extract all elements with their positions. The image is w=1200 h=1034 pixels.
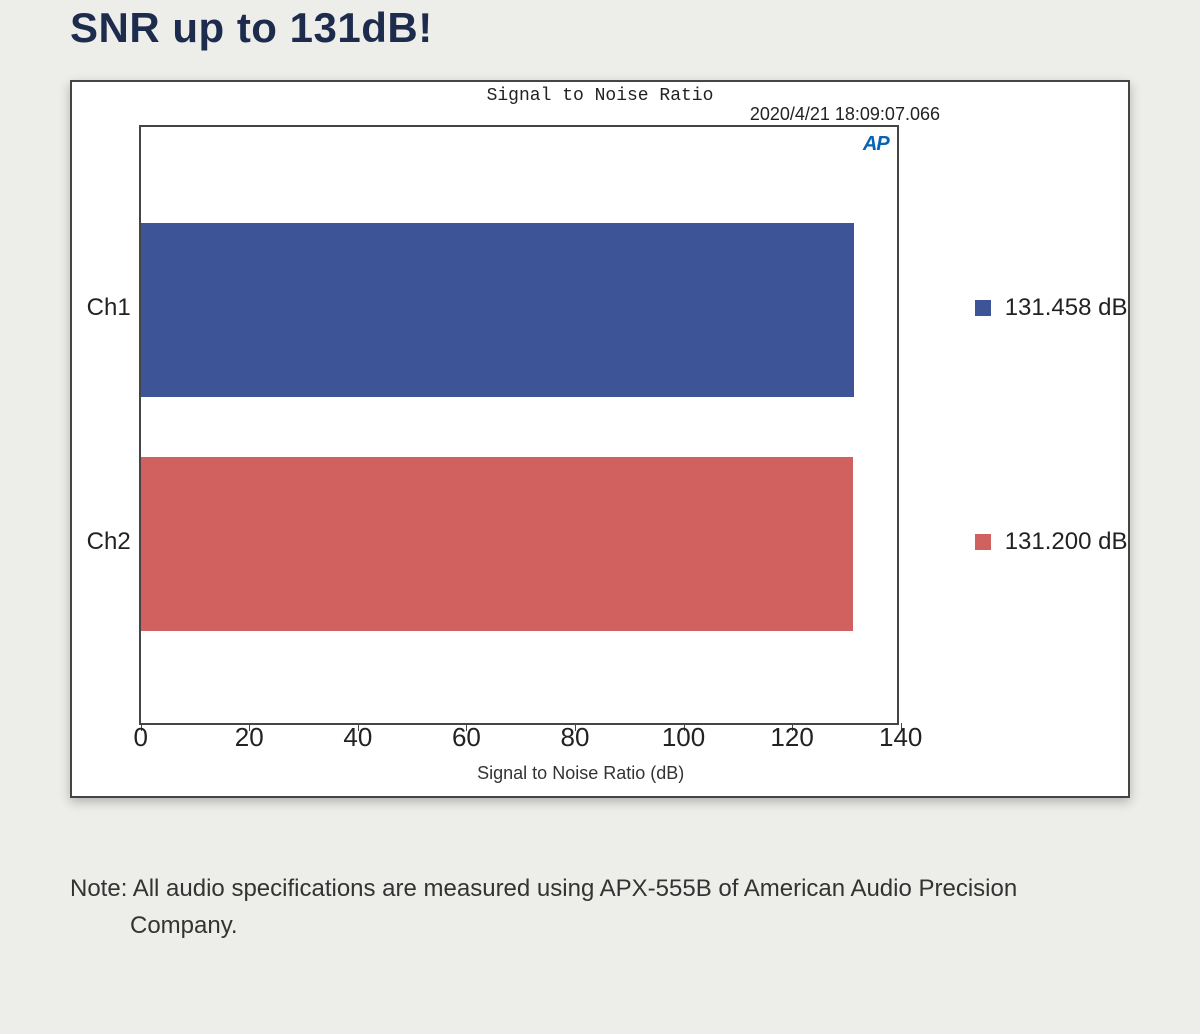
ap-logo-icon: AP bbox=[863, 133, 889, 156]
y-axis-label-ch2: Ch2 bbox=[87, 528, 131, 556]
plot-wrap: AP 020406080100120140 Signal to Noise Ra… bbox=[139, 125, 961, 784]
xtick-label: 80 bbox=[561, 722, 590, 753]
xtick-label: 140 bbox=[879, 722, 922, 753]
legend-item-ch1: 131.458 dB bbox=[975, 294, 1128, 322]
xtick-label: 60 bbox=[452, 722, 481, 753]
bar-ch1 bbox=[141, 223, 855, 397]
legend-swatch-icon bbox=[975, 300, 991, 316]
xtick-label: 120 bbox=[770, 722, 813, 753]
page-headline: SNR up to 131dB! bbox=[70, 0, 1130, 80]
legend: 131.458 dB131.200 dB bbox=[961, 125, 1116, 725]
bar-ch2 bbox=[141, 457, 853, 631]
chart-title: Signal to Noise Ratio bbox=[84, 82, 1116, 106]
page-root: SNR up to 131dB! Signal to Noise Ratio 2… bbox=[0, 0, 1200, 1034]
y-axis-label-ch1: Ch1 bbox=[87, 294, 131, 322]
chart-container: Signal to Noise Ratio 2020/4/21 18:09:07… bbox=[70, 80, 1130, 798]
xtick-label: 20 bbox=[235, 722, 264, 753]
footnote-text: Note: All audio specifications are measu… bbox=[130, 870, 1130, 944]
xtick-label: 40 bbox=[343, 722, 372, 753]
legend-value: 131.200 dB bbox=[1005, 528, 1128, 556]
legend-value: 131.458 dB bbox=[1005, 294, 1128, 322]
xtick-label: 100 bbox=[662, 722, 705, 753]
y-axis-labels: Ch1 Ch2 bbox=[84, 125, 139, 725]
chart-timestamp: 2020/4/21 18:09:07.066 bbox=[84, 104, 1116, 125]
legend-item-ch2: 131.200 dB bbox=[975, 528, 1128, 556]
legend-swatch-icon bbox=[975, 534, 991, 550]
plot-area: AP 020406080100120140 bbox=[139, 125, 899, 725]
x-axis-title: Signal to Noise Ratio (dB) bbox=[201, 763, 961, 784]
xtick-label: 0 bbox=[133, 722, 147, 753]
chart-body-row: Ch1Ch2 AP 020406080100120140 Signal to N… bbox=[84, 125, 1116, 784]
